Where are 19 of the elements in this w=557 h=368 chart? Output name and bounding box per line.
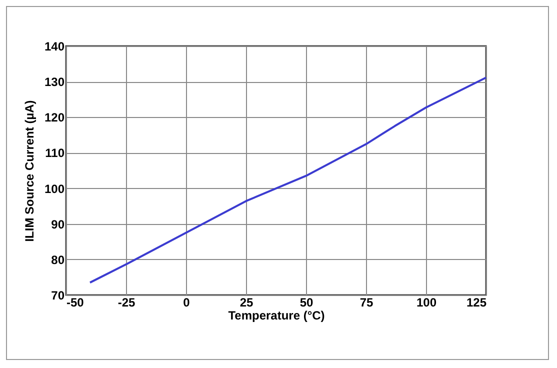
- y-tick-label: 120: [44, 110, 65, 125]
- line-series: [89, 76, 487, 284]
- x-tick-label: 125: [466, 296, 487, 310]
- y-tick-label: 70: [51, 288, 65, 302]
- y-tick-label: 130: [44, 75, 65, 90]
- x-tick-label: 75: [360, 296, 374, 310]
- y-axis-title: ILIM Source Current (µA): [22, 100, 36, 242]
- y-tick-label: 80: [51, 252, 65, 267]
- y-tick-label: 140: [44, 40, 65, 54]
- x-tick-label: 100: [416, 296, 437, 310]
- x-tick-label: -25: [118, 296, 136, 310]
- x-tick-label: 50: [300, 296, 314, 310]
- x-tick-label: 25: [240, 296, 254, 310]
- y-tick-label: 110: [45, 146, 65, 160]
- x-tick-label: 0: [183, 296, 190, 310]
- x-axis-title: Temperature (°C): [228, 308, 325, 322]
- x-tick-label: -50: [66, 296, 84, 310]
- y-tick-label: 90: [51, 217, 65, 232]
- y-tick-label: 100: [44, 182, 65, 196]
